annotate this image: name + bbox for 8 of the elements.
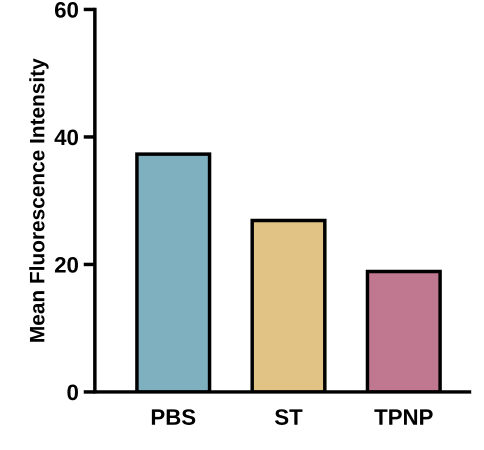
- y-tick-label: 60: [54, 2, 78, 18]
- y-tick-label: 0: [67, 384, 78, 400]
- x-tick-label: ST: [274, 409, 302, 425]
- y-axis-title: Mean Fluorescence Intensity: [29, 58, 49, 342]
- x-tick-label: PBS: [152, 409, 196, 425]
- x-tick-label: TPNP: [374, 409, 433, 425]
- y-tick-label: 20: [54, 256, 78, 273]
- y-tick-label: 40: [54, 129, 78, 146]
